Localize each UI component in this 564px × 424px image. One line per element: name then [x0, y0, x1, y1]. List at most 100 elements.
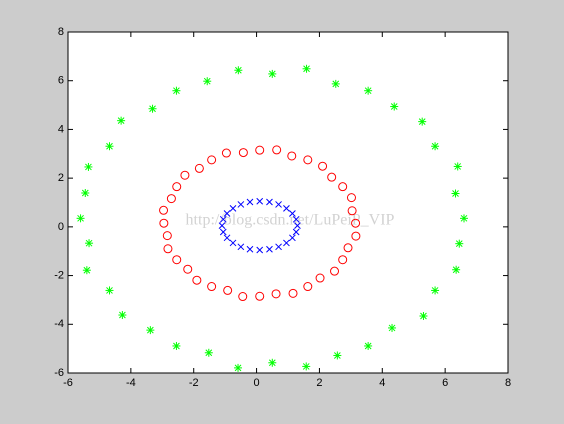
point — [266, 198, 273, 206]
point — [268, 69, 277, 78]
point — [452, 265, 461, 274]
x-tick-label: 8 — [505, 377, 511, 389]
point — [234, 66, 243, 75]
point — [460, 214, 468, 223]
point — [237, 243, 245, 251]
marker-stroke — [163, 244, 173, 254]
y-tick-label: -2 — [54, 269, 64, 281]
point — [234, 363, 243, 372]
point — [418, 117, 427, 126]
marker-stroke — [268, 70, 276, 78]
marker-stroke — [180, 170, 190, 180]
marker-stroke — [268, 359, 276, 367]
marker-stroke — [266, 198, 273, 206]
marker-stroke — [256, 197, 264, 205]
point — [76, 214, 85, 223]
marker-stroke — [275, 201, 282, 208]
point — [223, 210, 231, 217]
marker-stroke — [172, 182, 182, 192]
marker-stroke — [159, 218, 169, 228]
marker-stroke — [246, 198, 254, 206]
point — [268, 358, 277, 367]
point — [207, 282, 217, 292]
point — [288, 288, 298, 298]
marker-stroke — [289, 210, 296, 217]
point — [388, 323, 397, 332]
marker-stroke — [431, 142, 439, 150]
marker-stroke — [418, 118, 426, 125]
marker-stroke — [246, 245, 254, 253]
point — [333, 351, 342, 360]
point — [255, 145, 265, 155]
point — [327, 172, 337, 182]
point — [159, 218, 169, 228]
marker-stroke — [238, 292, 248, 302]
marker-stroke — [266, 245, 273, 253]
marker-stroke — [229, 239, 237, 247]
marker-stroke — [238, 148, 248, 158]
marker-stroke — [343, 243, 353, 253]
point — [455, 239, 464, 248]
marker-stroke — [106, 287, 113, 294]
point — [343, 243, 353, 253]
point — [271, 289, 281, 299]
point — [318, 161, 328, 171]
marker-stroke — [351, 231, 361, 241]
marker-stroke — [237, 201, 245, 208]
point — [292, 215, 300, 223]
x-tick-label: 2 — [316, 377, 322, 389]
point — [283, 239, 290, 247]
point — [223, 285, 233, 295]
point — [302, 64, 311, 73]
point — [338, 255, 348, 265]
marker-stroke — [146, 326, 154, 334]
marker-stroke — [346, 193, 356, 203]
point — [451, 189, 460, 198]
point — [275, 243, 282, 251]
marker-stroke — [338, 182, 348, 192]
marker-stroke — [452, 190, 459, 197]
point — [172, 182, 182, 192]
marker-stroke — [172, 255, 182, 265]
point — [163, 244, 173, 254]
point — [390, 102, 399, 111]
marker-stroke — [390, 103, 398, 110]
point — [315, 273, 325, 283]
point — [346, 193, 356, 203]
point — [207, 155, 217, 165]
marker-stroke — [460, 214, 468, 222]
marker-stroke — [318, 161, 328, 171]
marker-stroke — [330, 266, 340, 276]
marker-stroke — [338, 255, 348, 265]
marker-stroke — [119, 311, 126, 319]
marker-stroke — [288, 288, 298, 298]
marker-stroke — [223, 234, 231, 242]
marker-stroke — [221, 148, 231, 158]
y-tick-label: -4 — [54, 318, 64, 330]
point — [81, 189, 90, 198]
y-tick-label: 6 — [58, 75, 64, 87]
point — [330, 266, 340, 276]
marker-stroke — [275, 243, 282, 251]
marker-stroke — [351, 218, 361, 228]
marker-stroke — [347, 206, 357, 216]
point — [172, 86, 181, 95]
marker-stroke — [364, 342, 372, 350]
marker-stroke — [289, 234, 296, 242]
point — [146, 326, 155, 335]
marker-stroke — [302, 363, 310, 370]
point — [172, 255, 182, 265]
x-tick-label: 0 — [254, 377, 260, 389]
marker-stroke — [81, 189, 89, 197]
marker-stroke — [431, 287, 439, 294]
point — [180, 170, 190, 180]
marker-stroke — [117, 117, 125, 125]
marker-stroke — [205, 349, 213, 357]
marker-stroke — [255, 291, 265, 301]
marker-stroke — [364, 87, 372, 95]
marker-stroke — [333, 352, 341, 359]
marker-stroke — [283, 239, 290, 247]
point — [237, 201, 245, 208]
point — [229, 204, 237, 212]
plot-area — [67, 31, 509, 374]
